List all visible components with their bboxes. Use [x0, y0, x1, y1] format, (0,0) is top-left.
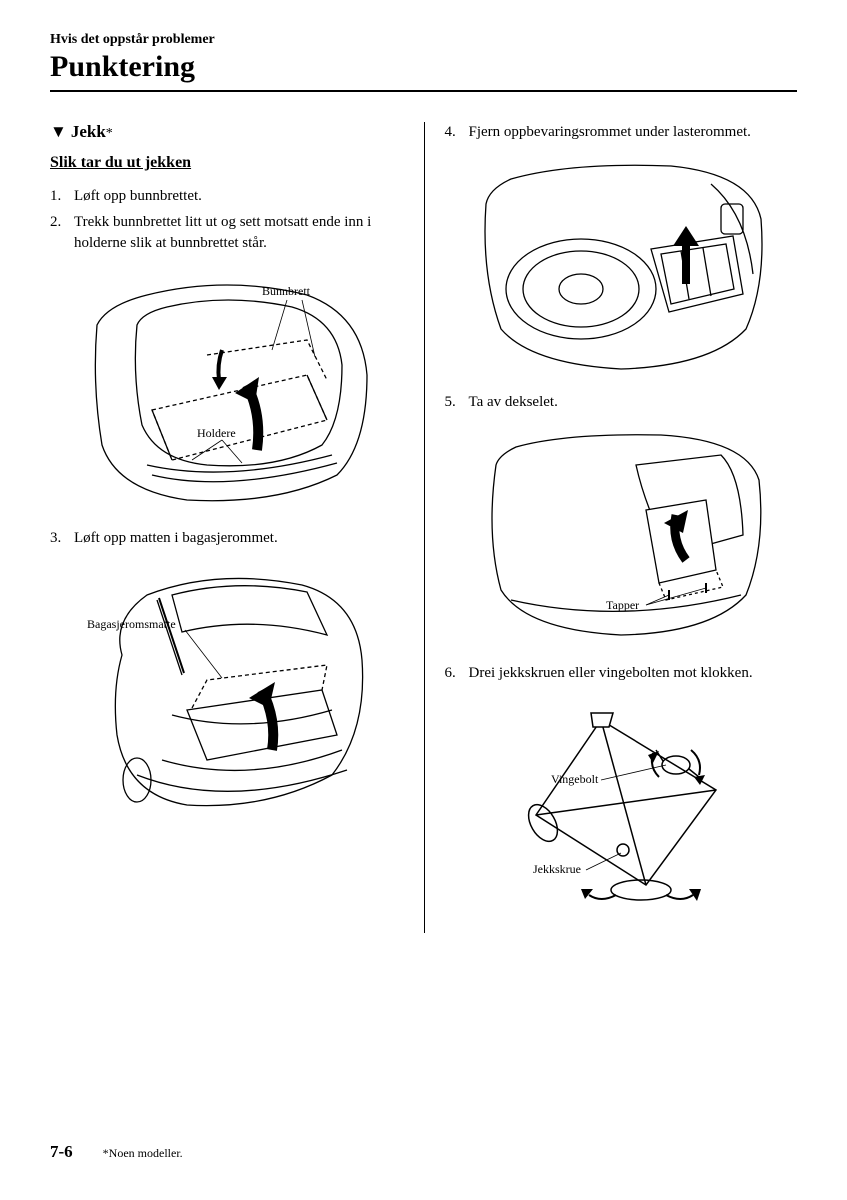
page-header: Hvis det oppstår problemer Punktering: [50, 32, 797, 92]
step-number: 4.: [445, 122, 469, 142]
label-tapper: Tapper: [606, 598, 639, 612]
storage-compartment-diagram-icon: [471, 154, 771, 374]
step-number: 3.: [50, 528, 74, 548]
triangle-marker-icon: ▼: [50, 122, 67, 142]
step-list-right-3: 6. Drei jekkskruen eller vingebolten mot…: [445, 663, 798, 683]
step-text: Drei jekkskruen eller vingebolten mot kl…: [469, 663, 798, 683]
figure-jack: Vingebolt Jekkskrue: [445, 695, 798, 915]
label-matte: Bagasjeromsmatte: [87, 617, 176, 631]
figure-bunnbrett: Bunnbrett Holdere: [50, 265, 404, 510]
step-6: 6. Drei jekkskruen eller vingebolten mot…: [445, 663, 798, 683]
asterisk: *: [106, 126, 113, 141]
step-text: Løft opp bunnbrettet.: [74, 186, 404, 206]
step-number: 2.: [50, 212, 74, 253]
content-columns: ▼Jekk* Slik tar du ut jekken 1. Løft opp…: [50, 122, 797, 933]
label-jekkskrue: Jekkskrue: [533, 862, 581, 876]
cover-tapper-diagram-icon: Tapper: [471, 425, 771, 645]
page-number: 7-6: [50, 1142, 73, 1162]
step-list-right-1: 4. Fjern oppbevaringsrommet under laster…: [445, 122, 798, 142]
step-text: Trekk bunnbrettet litt ut og sett motsat…: [74, 212, 404, 253]
step-number: 1.: [50, 186, 74, 206]
procedure-title: Slik tar du ut jekken: [50, 154, 404, 172]
jack-diagram-icon: Vingebolt Jekkskrue: [481, 695, 761, 915]
chapter-label: Hvis det oppstår problemer: [50, 32, 797, 48]
step-text: Fjern oppbevaringsrommet under lasteromm…: [469, 122, 798, 142]
figure-storage: [445, 154, 798, 374]
step-number: 5.: [445, 392, 469, 412]
subheading-text: Jekk: [71, 122, 106, 141]
left-column: ▼Jekk* Slik tar du ut jekken 1. Løft opp…: [50, 122, 424, 933]
step-4: 4. Fjern oppbevaringsrommet under laster…: [445, 122, 798, 142]
label-bunnbrett: Bunnbrett: [262, 284, 311, 298]
step-text: Løft opp matten i bagasjerommet.: [74, 528, 404, 548]
step-list-left-2: 3. Løft opp matten i bagasjerommet.: [50, 528, 404, 548]
step-text: Ta av dekselet.: [469, 392, 798, 412]
label-holdere: Holdere: [197, 426, 236, 440]
step-5: 5. Ta av dekselet.: [445, 392, 798, 412]
step-3: 3. Løft opp matten i bagasjerommet.: [50, 528, 404, 548]
step-number: 6.: [445, 663, 469, 683]
step-list-right-2: 5. Ta av dekselet.: [445, 392, 798, 412]
trunk-bunnbrett-diagram-icon: Bunnbrett Holdere: [77, 265, 377, 510]
figure-cover: Tapper: [445, 425, 798, 645]
figure-matte: Bagasjeromsmatte: [50, 560, 404, 820]
footnote: *Noen modeller.: [103, 1146, 183, 1161]
step-2: 2. Trekk bunnbrettet litt ut og sett mot…: [50, 212, 404, 253]
page-footer: 7-6 *Noen modeller.: [50, 1142, 183, 1162]
step-1: 1. Løft opp bunnbrettet.: [50, 186, 404, 206]
label-vingebolt: Vingebolt: [551, 772, 599, 786]
subheading-jekk: ▼Jekk*: [50, 122, 404, 142]
title-rule: [50, 90, 797, 92]
right-column: 4. Fjern oppbevaringsrommet under laster…: [424, 122, 798, 933]
trunk-mat-diagram-icon: Bagasjeromsmatte: [77, 560, 377, 820]
step-list-left-1: 1. Løft opp bunnbrettet. 2. Trekk bunnbr…: [50, 186, 404, 253]
page-title: Punktering: [50, 50, 797, 84]
